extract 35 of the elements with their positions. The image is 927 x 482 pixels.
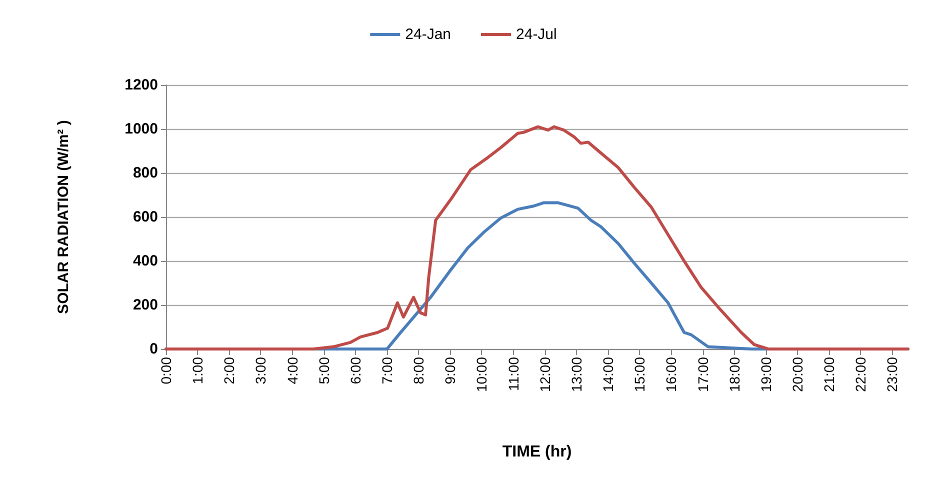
y-tick-label: 400 <box>132 252 158 270</box>
legend-label: 24-Jul <box>516 26 557 43</box>
x-tick-label: 12:00 <box>536 356 553 392</box>
y-tick-label: 800 <box>132 164 158 182</box>
x-tick-label: 15:00 <box>632 356 648 392</box>
y-tick-label: 200 <box>132 296 158 314</box>
x-tick-label: 20:00 <box>789 356 806 392</box>
x-tick-label: 14:00 <box>600 356 616 392</box>
x-tick-label: 1:00 <box>190 356 206 384</box>
x-tick-label: 5:00 <box>316 356 332 384</box>
x-tick-label: 22:00 <box>852 356 869 392</box>
x-tick-label: 4:00 <box>284 356 300 384</box>
x-tick-label: 6:00 <box>347 356 364 384</box>
y-tick-label: 0 <box>150 340 158 358</box>
x-tick-label: 18:00 <box>726 356 742 392</box>
x-tick-label: 9:00 <box>442 356 458 384</box>
y-tick-label: 1000 <box>124 120 158 138</box>
x-tick-label: 10:00 <box>474 356 490 392</box>
x-tick-label: 0:00 <box>158 356 174 384</box>
x-axis-title: TIME (hr) <box>502 444 572 460</box>
x-tick-label: 13:00 <box>568 356 584 392</box>
legend-label: 24-Jan <box>405 26 452 43</box>
x-tick-label: 16:00 <box>663 356 680 392</box>
x-tick-label: 2:00 <box>221 356 238 384</box>
y-tick-label: 600 <box>132 208 158 226</box>
x-tick-label: 19:00 <box>758 356 774 392</box>
x-tick-label: 11:00 <box>505 356 522 391</box>
x-tick-label: 21:00 <box>821 356 838 392</box>
x-tick-label: 3:00 <box>252 356 269 384</box>
x-tick-label: 17:00 <box>694 356 711 392</box>
x-tick-label: 23:00 <box>884 356 900 392</box>
x-tick-label: 8:00 <box>410 356 427 384</box>
x-tick-label: 7:00 <box>379 356 396 384</box>
y-tick-label: 1200 <box>124 76 158 94</box>
y-axis-title: SOLAR RADIATION (W/m² ) <box>55 120 72 314</box>
